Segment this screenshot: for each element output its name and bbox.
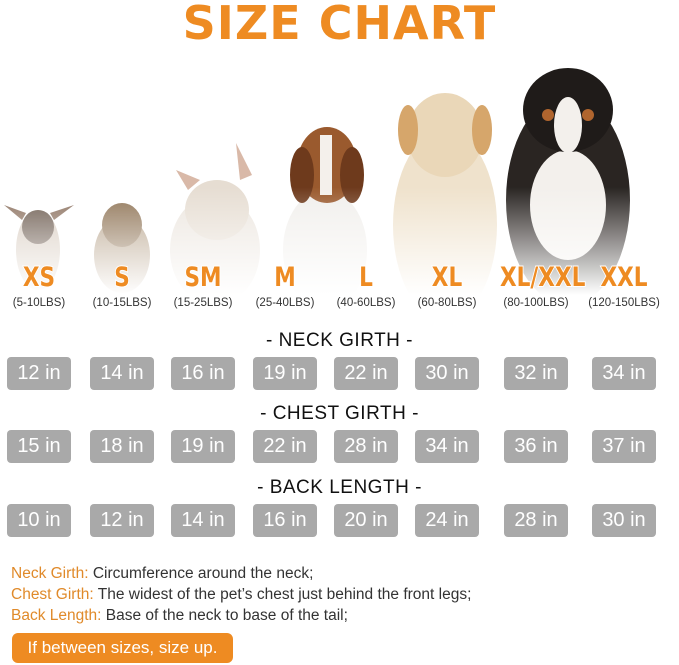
size-label: S — [113, 261, 130, 294]
size-label: XXL — [600, 261, 649, 294]
back-length-value: 30 in — [592, 504, 656, 537]
measurement-legend: Neck Girth: Circumference around the nec… — [11, 563, 471, 626]
back-length-value: 16 in — [253, 504, 317, 537]
chest-girth-value: 34 in — [415, 430, 479, 463]
legend-back: Back Length: Base of the neck to base of… — [11, 605, 471, 626]
weight-range: (5-10LBS) — [12, 297, 66, 309]
chest-girth-value: 19 in — [171, 430, 235, 463]
legend-key: Chest Girth: — [11, 586, 94, 603]
back-length-value: 24 in — [415, 504, 479, 537]
back-length-value: 10 in — [7, 504, 71, 537]
neck-girth-heading: - NECK GIRTH - — [265, 330, 414, 351]
legend-key: Neck Girth: — [11, 565, 89, 582]
legend-text: Circumference around the neck; — [88, 565, 314, 582]
legend-text: Base of the neck to base of the tail; — [101, 607, 348, 624]
chest-girth-heading: - CHEST GIRTH - — [260, 403, 419, 424]
dog-photos — [0, 55, 679, 295]
size-label: XL — [431, 261, 463, 294]
page-title: SIZE CHART — [182, 0, 497, 50]
neck-girth-value: 12 in — [7, 357, 71, 390]
weight-range: (80-100LBS) — [503, 297, 569, 309]
size-label: M — [273, 261, 296, 294]
back-length-value: 20 in — [334, 504, 398, 537]
back-length-value: 12 in — [90, 504, 154, 537]
neck-girth-value: 34 in — [592, 357, 656, 390]
size-up-tip-badge: If between sizes, size up. — [12, 633, 233, 663]
legend-chest: Chest Girth: The widest of the pet’s che… — [11, 584, 471, 605]
back-length-heading: - BACK LENGTH - — [257, 477, 422, 498]
legend-key: Back Length: — [11, 607, 102, 624]
size-label: XL/XXL — [499, 261, 586, 294]
back-length-value: 14 in — [171, 504, 235, 537]
weight-range: (120-150LBS) — [588, 297, 660, 309]
weight-range: (25-40LBS) — [255, 297, 315, 309]
chest-girth-value: 18 in — [90, 430, 154, 463]
neck-girth-value: 19 in — [253, 357, 317, 390]
neck-girth-value: 16 in — [171, 357, 235, 390]
back-length-value: 28 in — [504, 504, 568, 537]
neck-girth-value: 14 in — [90, 357, 154, 390]
chest-girth-value: 28 in — [334, 430, 398, 463]
size-label: SM — [184, 261, 223, 294]
chest-girth-value: 36 in — [504, 430, 568, 463]
chest-girth-value: 22 in — [253, 430, 317, 463]
weight-range: (60-80LBS) — [417, 297, 477, 309]
size-label: L — [358, 261, 373, 294]
weight-range: (40-60LBS) — [336, 297, 396, 309]
legend-text: The widest of the pet’s chest just behin… — [93, 586, 472, 603]
weight-range: (10-15LBS) — [92, 297, 152, 309]
size-label: XS — [22, 261, 56, 294]
weight-range: (15-25LBS) — [173, 297, 233, 309]
legend-neck: Neck Girth: Circumference around the nec… — [11, 563, 471, 584]
neck-girth-value: 32 in — [504, 357, 568, 390]
chest-girth-value: 15 in — [7, 430, 71, 463]
neck-girth-value: 22 in — [334, 357, 398, 390]
neck-girth-value: 30 in — [415, 357, 479, 390]
chest-girth-value: 37 in — [592, 430, 656, 463]
